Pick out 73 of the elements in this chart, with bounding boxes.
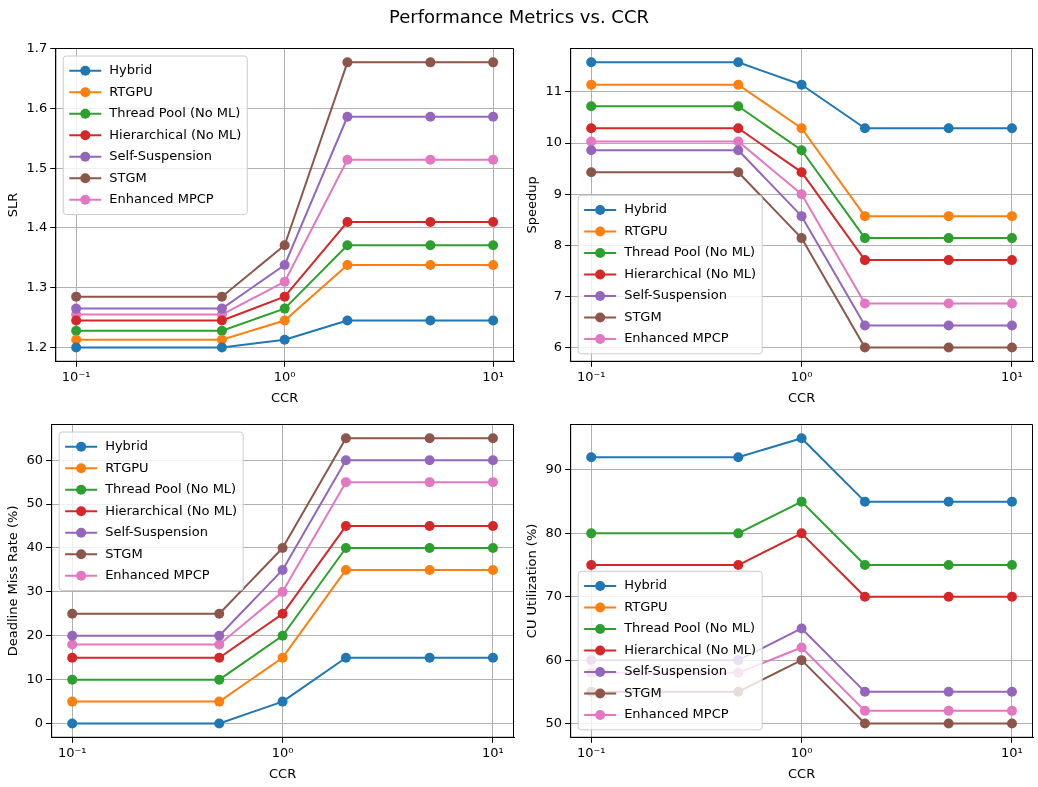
y-tick-label: 80: [545, 524, 563, 540]
legend-label: Enhanced MPCP: [624, 706, 729, 722]
legend-label: Enhanced MPCP: [109, 191, 214, 207]
legend-label: STGM: [109, 169, 147, 185]
y-tick-label: 50: [545, 714, 563, 730]
legend-label: Hybrid: [624, 577, 668, 593]
x-tick-label: 10⁻¹: [61, 368, 91, 384]
y-axis-title: SLR: [5, 192, 21, 218]
legend-label: Self-Suspension: [624, 663, 727, 679]
legend-label: Enhanced MPCP: [624, 330, 729, 346]
legend-label: RTGPU: [109, 83, 153, 99]
x-tick-label: 10¹: [482, 368, 505, 384]
x-tick-label: 10¹: [482, 744, 504, 760]
y-tick-label: 90: [545, 461, 563, 477]
y-tick-label: 1.2: [26, 338, 48, 354]
x-tick-label: 10⁰: [790, 368, 813, 384]
legend-label: Thread Pool (No ML): [104, 481, 237, 497]
x-tick-label: 10⁰: [273, 368, 296, 384]
y-tick-label: 6: [553, 338, 563, 354]
legend-label: RTGPU: [624, 222, 668, 238]
y-tick-label: 10: [545, 134, 563, 150]
y-tick-label: 0: [34, 714, 44, 730]
x-axis-title: CCR: [787, 389, 816, 405]
legend-label: Self-Suspension: [624, 287, 727, 303]
legend-label: STGM: [624, 308, 662, 324]
legend-label: Hybrid: [105, 438, 149, 454]
y-tick-label: 50: [26, 495, 44, 511]
legend-label: Hierarchical (No ML): [105, 502, 238, 518]
y-tick-label: 1.7: [26, 39, 48, 55]
x-axis-title: CCR: [268, 765, 297, 781]
x-tick-label: 10⁰: [790, 744, 813, 760]
y-tick-label: 60: [26, 451, 44, 467]
legend-label: STGM: [105, 545, 143, 561]
x-tick-label: 10¹: [1001, 744, 1023, 760]
legend-label: Hybrid: [624, 201, 668, 217]
y-tick-label: 1.5: [26, 159, 48, 175]
y-tick-label: 1.4: [26, 219, 48, 235]
legend-label: Self-Suspension: [105, 524, 208, 540]
y-axis-title: CU Utilization (%): [524, 523, 540, 639]
x-tick-label: 10⁰: [271, 744, 294, 760]
legend-label: Self-Suspension: [109, 148, 213, 164]
y-tick-label: 1.6: [26, 99, 48, 115]
y-tick-label: 20: [26, 627, 44, 643]
y-tick-label: 70: [545, 588, 563, 604]
legend-label: Thread Pool (No ML): [623, 620, 756, 636]
x-tick-label: 10¹: [1001, 368, 1023, 384]
legend-label: Enhanced MPCP: [105, 567, 210, 583]
x-axis-title: CCR: [787, 765, 816, 781]
y-tick-label: 60: [545, 651, 563, 667]
x-axis-title: CCR: [271, 389, 299, 405]
y-axis-title: Deadline Miss Rate (%): [5, 505, 21, 657]
legend-label: STGM: [624, 684, 662, 700]
legend-label: RTGPU: [624, 598, 668, 614]
chart-title: Performance Metrics vs. CCR: [388, 5, 650, 29]
y-axis-title: Speedup: [524, 176, 540, 234]
y-tick-label: 11: [545, 83, 563, 99]
y-tick-label: 10: [26, 671, 44, 687]
y-tick-label: 9: [553, 185, 563, 201]
y-tick-label: 8: [553, 236, 563, 252]
y-tick-label: 7: [553, 287, 563, 303]
legend-label: Thread Pool (No ML): [108, 105, 241, 121]
y-tick-label: 1.3: [26, 279, 48, 295]
y-tick-label: 30: [26, 583, 44, 599]
legend-label: Hybrid: [109, 62, 153, 78]
y-tick-label: 40: [26, 539, 44, 555]
x-tick-label: 10⁻¹: [576, 744, 606, 760]
legend-label: Hierarchical (No ML): [624, 265, 757, 281]
legend-label: Hierarchical (No ML): [109, 126, 242, 142]
legend-label: Thread Pool (No ML): [623, 244, 756, 260]
legend-label: Hierarchical (No ML): [624, 641, 757, 657]
x-tick-label: 10⁻¹: [57, 744, 87, 760]
legend-label: RTGPU: [105, 459, 149, 475]
x-tick-label: 10⁻¹: [576, 368, 606, 384]
